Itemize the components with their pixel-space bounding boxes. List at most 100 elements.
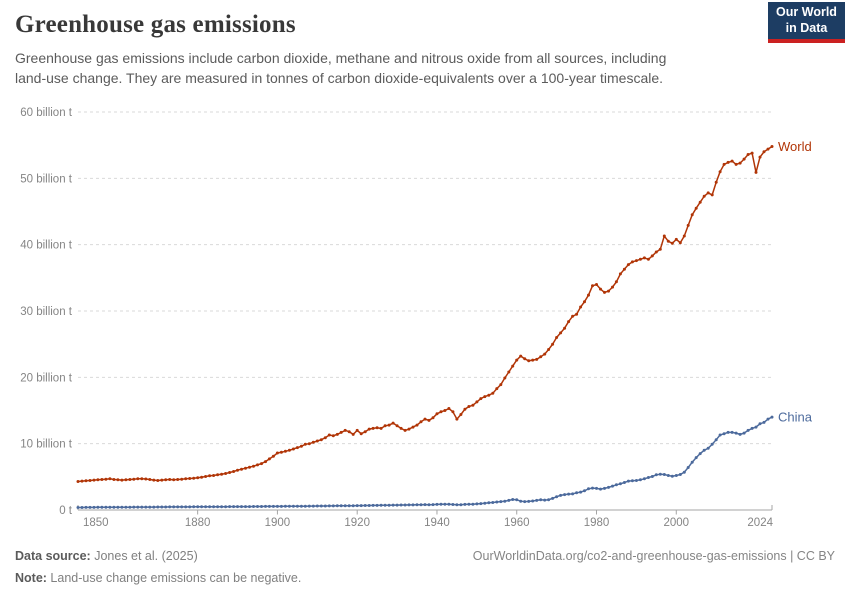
data-point[interactable] bbox=[351, 432, 355, 436]
data-point[interactable] bbox=[176, 505, 180, 509]
data-point[interactable] bbox=[108, 505, 112, 509]
data-point[interactable] bbox=[108, 477, 112, 481]
data-point[interactable] bbox=[634, 479, 638, 482]
data-point[interactable] bbox=[714, 180, 718, 184]
data-point[interactable] bbox=[710, 442, 714, 446]
data-point[interactable] bbox=[319, 504, 323, 508]
series-line[interactable] bbox=[78, 416, 773, 509]
data-point[interactable] bbox=[291, 504, 295, 508]
data-point[interactable] bbox=[662, 473, 666, 476]
data-point[interactable] bbox=[403, 503, 407, 507]
data-point[interactable] bbox=[427, 503, 431, 507]
data-point[interactable] bbox=[503, 376, 507, 380]
data-point[interactable] bbox=[475, 400, 479, 404]
data-point[interactable] bbox=[264, 460, 267, 464]
data-point[interactable] bbox=[196, 505, 200, 509]
data-point[interactable] bbox=[614, 280, 618, 284]
data-point[interactable] bbox=[379, 426, 383, 430]
data-point[interactable] bbox=[383, 424, 387, 428]
data-point[interactable] bbox=[718, 433, 722, 437]
data-point[interactable] bbox=[252, 464, 255, 468]
data-point[interactable] bbox=[256, 463, 259, 467]
data-point[interactable] bbox=[646, 257, 650, 261]
data-point[interactable] bbox=[758, 155, 762, 159]
data-point[interactable] bbox=[618, 272, 622, 276]
data-point[interactable] bbox=[208, 474, 212, 478]
data-point[interactable] bbox=[710, 193, 714, 197]
data-point[interactable] bbox=[124, 505, 128, 509]
data-point[interactable] bbox=[471, 403, 475, 407]
data-point[interactable] bbox=[160, 478, 164, 482]
data-point[interactable] bbox=[323, 504, 327, 508]
data-point[interactable] bbox=[287, 504, 291, 508]
data-point[interactable] bbox=[228, 471, 232, 474]
data-point[interactable] bbox=[674, 237, 678, 241]
data-point[interactable] bbox=[184, 477, 188, 481]
data-point[interactable] bbox=[750, 151, 754, 155]
data-point[interactable] bbox=[583, 300, 586, 304]
data-point[interactable] bbox=[96, 505, 100, 509]
data-point[interactable] bbox=[415, 423, 419, 427]
data-point[interactable] bbox=[770, 415, 774, 419]
data-point[interactable] bbox=[335, 504, 339, 508]
data-point[interactable] bbox=[224, 505, 228, 509]
data-point[interactable] bbox=[76, 480, 80, 483]
data-point[interactable] bbox=[88, 479, 92, 482]
data-point[interactable] bbox=[271, 454, 275, 458]
data-point[interactable] bbox=[467, 405, 471, 408]
data-point[interactable] bbox=[220, 505, 224, 509]
data-point[interactable] bbox=[662, 234, 666, 238]
data-point[interactable] bbox=[670, 474, 674, 478]
data-point[interactable] bbox=[435, 502, 439, 506]
data-point[interactable] bbox=[267, 457, 271, 461]
data-point[interactable] bbox=[232, 505, 236, 509]
series-china[interactable]: China bbox=[76, 410, 813, 509]
data-point[interactable] bbox=[511, 498, 515, 501]
data-point[interactable] bbox=[527, 499, 531, 503]
data-point[interactable] bbox=[503, 499, 507, 503]
data-point[interactable] bbox=[539, 498, 543, 502]
data-point[interactable] bbox=[240, 467, 243, 471]
data-point[interactable] bbox=[120, 478, 124, 482]
data-point[interactable] bbox=[415, 503, 419, 507]
data-point[interactable] bbox=[507, 370, 511, 374]
data-point[interactable] bbox=[359, 504, 363, 508]
data-point[interactable] bbox=[634, 259, 638, 263]
data-point[interactable] bbox=[499, 500, 503, 504]
data-point[interactable] bbox=[543, 498, 547, 502]
data-point[interactable] bbox=[112, 505, 116, 509]
data-point[interactable] bbox=[355, 428, 359, 432]
data-point[interactable] bbox=[686, 223, 690, 227]
data-point[interactable] bbox=[407, 503, 411, 507]
data-point[interactable] bbox=[694, 456, 698, 460]
data-point[interactable] bbox=[423, 417, 427, 421]
data-point[interactable] bbox=[491, 501, 495, 504]
data-point[interactable] bbox=[375, 503, 379, 507]
data-point[interactable] bbox=[431, 416, 435, 420]
data-point[interactable] bbox=[347, 430, 351, 434]
data-point[interactable] bbox=[411, 425, 415, 429]
data-point[interactable] bbox=[463, 407, 467, 411]
data-point[interactable] bbox=[499, 383, 503, 387]
data-point[interactable] bbox=[216, 473, 220, 477]
data-point[interactable] bbox=[283, 504, 287, 508]
data-point[interactable] bbox=[658, 472, 662, 476]
data-point[interactable] bbox=[726, 430, 730, 434]
data-point[interactable] bbox=[451, 503, 455, 506]
data-point[interactable] bbox=[184, 505, 188, 509]
data-point[interactable] bbox=[275, 451, 279, 455]
data-point[interactable] bbox=[299, 444, 303, 448]
data-point[interactable] bbox=[132, 477, 136, 481]
data-point[interactable] bbox=[571, 492, 575, 496]
data-point[interactable] bbox=[244, 466, 247, 470]
data-point[interactable] bbox=[547, 348, 551, 351]
data-point[interactable] bbox=[168, 478, 172, 481]
data-point[interactable] bbox=[579, 305, 583, 309]
data-point[interactable] bbox=[128, 478, 132, 481]
data-point[interactable] bbox=[734, 431, 738, 435]
data-point[interactable] bbox=[92, 505, 96, 509]
data-point[interactable] bbox=[132, 505, 136, 509]
data-point[interactable] bbox=[327, 433, 331, 437]
data-point[interactable] bbox=[287, 448, 291, 452]
data-point[interactable] bbox=[120, 505, 124, 509]
